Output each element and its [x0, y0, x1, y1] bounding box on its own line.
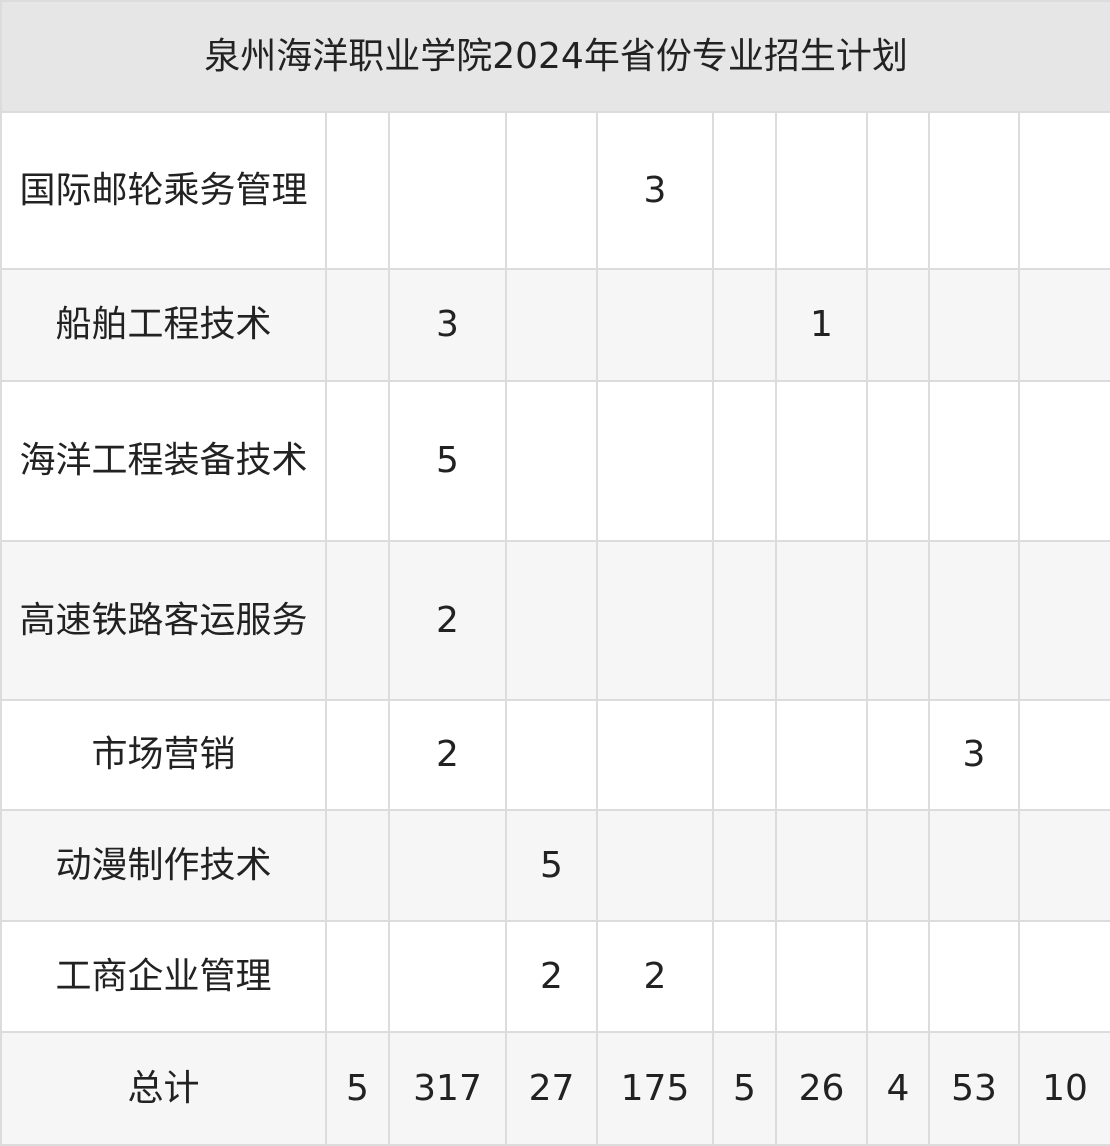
quota-cell — [325, 111, 390, 270]
quota-cell — [1017, 268, 1110, 382]
quota-cell — [325, 920, 390, 1033]
quota-cell — [712, 540, 777, 701]
quota-cell — [388, 111, 507, 270]
quota-cell — [388, 920, 507, 1033]
quota-cell — [712, 920, 777, 1033]
major-name: 高速铁路客运服务 — [0, 540, 327, 701]
quota-cell — [1017, 380, 1110, 542]
quota-cell — [1017, 540, 1110, 701]
table-row: 国际邮轮乘务管理 3 — [0, 111, 1110, 270]
quota-cell — [325, 380, 390, 542]
quota-cell — [928, 268, 1020, 382]
total-cell: 26 — [775, 1031, 868, 1146]
quota-cell — [928, 540, 1020, 701]
major-name: 市场营销 — [0, 699, 327, 811]
total-cell: 4 — [866, 1031, 930, 1146]
major-name: 海洋工程装备技术 — [0, 380, 327, 542]
total-cell: 10 — [1017, 1031, 1110, 1146]
quota-cell: 2 — [388, 540, 507, 701]
table-title: 泉州海洋职业学院2024年省份专业招生计划 — [0, 0, 1110, 113]
quota-cell — [596, 380, 714, 542]
total-cell: 175 — [596, 1031, 714, 1146]
quota-cell: 3 — [388, 268, 507, 382]
total-cell: 27 — [505, 1031, 598, 1146]
quota-cell — [1017, 111, 1110, 270]
quota-cell — [596, 540, 714, 701]
quota-cell — [325, 540, 390, 701]
quota-cell — [596, 268, 714, 382]
total-cell: 53 — [928, 1031, 1020, 1146]
total-row: 总计 5 317 27 175 5 26 4 53 10 — [0, 1031, 1110, 1146]
quota-cell — [712, 380, 777, 542]
quota-cell — [1017, 920, 1110, 1033]
major-name: 动漫制作技术 — [0, 809, 327, 922]
quota-cell: 5 — [388, 380, 507, 542]
quota-cell — [325, 268, 390, 382]
quota-cell: 3 — [596, 111, 714, 270]
quota-cell — [775, 111, 868, 270]
total-cell: 5 — [325, 1031, 390, 1146]
quota-cell — [712, 268, 777, 382]
table-row: 船舶工程技术 3 1 — [0, 268, 1110, 382]
quota-cell — [775, 920, 868, 1033]
quota-cell — [866, 111, 930, 270]
quota-cell — [775, 699, 868, 811]
major-name: 国际邮轮乘务管理 — [0, 111, 327, 270]
total-cell: 5 — [712, 1031, 777, 1146]
quota-cell: 3 — [928, 699, 1020, 811]
quota-cell — [866, 920, 930, 1033]
table-row: 工商企业管理 2 2 — [0, 920, 1110, 1033]
quota-cell — [928, 380, 1020, 542]
quota-cell — [866, 268, 930, 382]
quota-cell — [505, 380, 598, 542]
quota-cell — [505, 111, 598, 270]
quota-cell: 2 — [388, 699, 507, 811]
quota-cell: 5 — [505, 809, 598, 922]
quota-cell — [1017, 699, 1110, 811]
quota-cell — [388, 809, 507, 922]
quota-cell — [596, 809, 714, 922]
quota-cell: 2 — [505, 920, 598, 1033]
table-row: 市场营销 2 3 — [0, 699, 1110, 811]
quota-cell — [866, 540, 930, 701]
quota-cell — [712, 699, 777, 811]
quota-cell — [866, 809, 930, 922]
table-row: 动漫制作技术 5 — [0, 809, 1110, 922]
quota-cell — [712, 809, 777, 922]
major-name: 船舶工程技术 — [0, 268, 327, 382]
quota-cell — [1017, 809, 1110, 922]
quota-cell: 2 — [596, 920, 714, 1033]
major-name: 工商企业管理 — [0, 920, 327, 1033]
quota-cell — [325, 809, 390, 922]
total-cell: 317 — [388, 1031, 507, 1146]
quota-cell — [596, 699, 714, 811]
quota-cell — [505, 268, 598, 382]
table-row: 海洋工程装备技术 5 — [0, 380, 1110, 542]
quota-cell — [775, 540, 868, 701]
quota-cell — [866, 380, 930, 542]
quota-cell — [928, 111, 1020, 270]
quota-cell — [505, 699, 598, 811]
table-row: 高速铁路客运服务 2 — [0, 540, 1110, 701]
quota-cell — [775, 809, 868, 922]
quota-cell — [325, 699, 390, 811]
quota-cell — [928, 920, 1020, 1033]
quota-cell — [928, 809, 1020, 922]
quota-cell — [712, 111, 777, 270]
quota-cell: 1 — [775, 268, 868, 382]
total-label: 总计 — [0, 1031, 327, 1146]
quota-cell — [505, 540, 598, 701]
quota-cell — [775, 380, 868, 542]
quota-cell — [866, 699, 930, 811]
